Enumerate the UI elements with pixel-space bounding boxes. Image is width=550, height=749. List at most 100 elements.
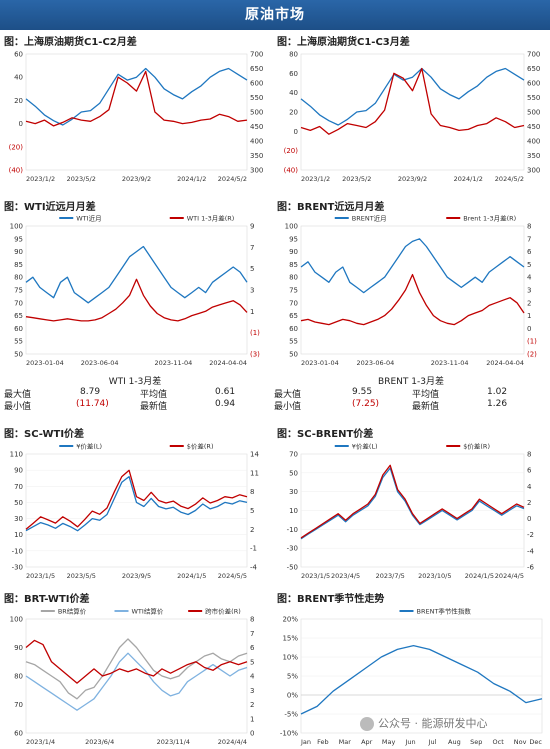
chart-svg-p8: 20% 15% 10% 5% 0% -5% -10%Jan Feb Mar Apr May Jun Ju… xyxy=(280,607,543,747)
left-tick-label: 10 xyxy=(14,531,23,539)
panel-title-p4: 图：BRENT近远月月差 xyxy=(277,202,385,213)
chart-svg-p5: 110 90 70 50 30 10 -10 -30 14 11 8 5 2 -1 -4 2023/1/5 20… xyxy=(10,442,260,581)
chart-p8: 20% 15% 10% 5% 0% -5% -10% Jan Feb Mar Apr May Jun Ju… xyxy=(275,603,550,749)
left-tick-label: 85 xyxy=(14,261,23,269)
series-line xyxy=(25,638,248,700)
left-tick-label: 70 xyxy=(14,299,23,307)
plot-area xyxy=(25,618,248,734)
right-tick-label: 550 xyxy=(527,94,540,102)
right-tick-label: 9 xyxy=(250,223,254,231)
chart-p5: 110 90 70 50 30 10 -10 -30 14 11 8 5 2 -1 -4 2023/1/5 20… xyxy=(0,438,273,583)
right-tick-label: 8 xyxy=(527,223,531,231)
series-line xyxy=(300,238,525,294)
x-tick-label: 2023/9/5 xyxy=(122,572,151,580)
x-tick-label: Mar xyxy=(339,738,352,746)
x-tick-label: Feb xyxy=(317,738,329,746)
chart-svg-p7: 100 90 80 70 60 8 7 6 5 4 3 2 1 0 2023/1/4 2023/6/4 2023… xyxy=(10,607,255,747)
panel-title-p8: 图：BRENT季节性走势 xyxy=(277,594,385,605)
x-tick-label: 2024/1/2 xyxy=(177,175,206,183)
legend-label: $价差(R) xyxy=(187,442,214,451)
x-tick-label: 2023/11/4 xyxy=(157,738,190,746)
left-tick-label: 30 xyxy=(14,515,23,523)
x-tick-label: 2023/1/5 xyxy=(26,572,55,580)
x-tick-label: 2023/1/5 xyxy=(301,572,330,580)
right-tick-label: 3 xyxy=(250,687,254,695)
left-tick-label: 50 xyxy=(14,499,23,507)
left-tick-label: (20) xyxy=(9,143,24,151)
right-tick-label: 7 xyxy=(250,630,254,638)
left-tick-label: 30 xyxy=(289,488,298,496)
left-tick-label: 0 xyxy=(294,128,298,136)
stats-wti-avg: 0.61 xyxy=(215,387,236,397)
chart-p4: 100 95 90 85 80 75 70 65 60 55 50 8 7 6 5 4 3 2 1 0 (1) (2) 20… xyxy=(275,210,550,370)
right-tick-label: -4 xyxy=(527,547,535,555)
series-line xyxy=(300,467,525,540)
x-tick-label: 2024/1/5 xyxy=(465,572,494,580)
x-tick-label: 2023/4/5 xyxy=(331,572,360,580)
right-tick-label: 1 xyxy=(250,715,254,723)
watermark: 公众号 · 能源研发中心 xyxy=(360,715,488,731)
stats-brent-min-label: 最小值 xyxy=(274,402,302,412)
right-tick-label: 3 xyxy=(250,287,254,295)
right-tick-label: 5 xyxy=(250,265,254,273)
x-tick-label: 2023/10/5 xyxy=(418,572,451,580)
stats-brent-avg: 1.02 xyxy=(487,387,508,397)
left-tick-label: -10% xyxy=(280,730,298,738)
series-line xyxy=(300,644,543,715)
left-tick-label: 60 xyxy=(14,325,23,333)
stats-wti: WTI 1-3月差 最大值 8.79 平均值 0.61 最小值 (11.74) … xyxy=(0,374,270,414)
x-tick-label: 2023-06-04 xyxy=(356,359,394,367)
x-tick-label: 2024/1/2 xyxy=(454,175,483,183)
left-tick-label: -10 xyxy=(287,526,298,534)
series-line xyxy=(25,245,248,304)
series-line xyxy=(25,70,248,127)
chart-p2: 80 60 40 20 0 (20) (40) 700 650 600 550 500 450 400 35… xyxy=(275,46,550,186)
right-tick-label: 600 xyxy=(250,80,263,88)
right-tick-label: 0 xyxy=(527,515,531,523)
left-tick-label: 0% xyxy=(287,692,298,700)
left-tick-label: 55 xyxy=(289,338,298,346)
panel-title-p6: 图：SC-BRENT价差 xyxy=(277,429,374,440)
right-tick-label: 2 xyxy=(527,499,531,507)
left-tick-label: (40) xyxy=(9,167,24,175)
left-tick-label: -50 xyxy=(287,564,298,572)
x-tick-label: Sep xyxy=(470,738,482,746)
x-tick-label: 2024/1/5 xyxy=(177,572,206,580)
right-tick-label: 3 xyxy=(527,287,531,295)
chart-svg-p1: 60 40 20 0 (20) (40) 700 650 600 550 500 450 400 350 3… xyxy=(9,51,264,184)
right-tick-label: -4 xyxy=(250,564,258,572)
wechat-icon xyxy=(360,717,374,731)
stats-brent-latest-label: 最新值 xyxy=(412,402,440,412)
left-tick-label: 10% xyxy=(282,654,298,662)
right-tick-label: 350 xyxy=(527,152,540,160)
legend-label: 跨市价差(R) xyxy=(205,607,241,616)
left-tick-label: 65 xyxy=(14,312,23,320)
right-tick-label: 0 xyxy=(527,325,531,333)
left-tick-label: 75 xyxy=(289,287,298,295)
right-tick-label: 650 xyxy=(250,65,263,73)
panel-title-p7: 图：BRT-WTI价差 xyxy=(4,594,90,605)
stats-brent-min: (7.25) xyxy=(352,399,380,409)
right-tick-label: 4 xyxy=(527,274,532,282)
plot-area xyxy=(25,453,248,568)
right-tick-label: 700 xyxy=(250,51,263,59)
left-tick-label: 0 xyxy=(19,120,23,128)
stats-brent-max-label: 最大值 xyxy=(274,390,302,400)
right-tick-label: 4 xyxy=(250,673,255,681)
left-tick-label: 5% xyxy=(287,673,298,681)
x-tick-label: 2023/9/2 xyxy=(122,175,151,183)
x-tick-label: 2023-01-04 xyxy=(301,359,339,367)
right-tick-label: 550 xyxy=(250,94,263,102)
right-tick-label: (1) xyxy=(527,338,537,346)
right-tick-label: 2 xyxy=(527,299,531,307)
panel-title-p5: 图：SC-WTI价差 xyxy=(4,429,85,440)
series-line xyxy=(300,464,525,539)
right-tick-label: 650 xyxy=(527,65,540,73)
left-tick-label: -30 xyxy=(287,545,298,553)
right-tick-label: -6 xyxy=(527,564,535,572)
right-tick-label: 7 xyxy=(527,235,531,243)
watermark-text: 公众号 · 能源研发中心 xyxy=(378,717,488,730)
legend-label: $价差(R) xyxy=(463,442,490,451)
left-tick-label: 70 xyxy=(289,299,298,307)
